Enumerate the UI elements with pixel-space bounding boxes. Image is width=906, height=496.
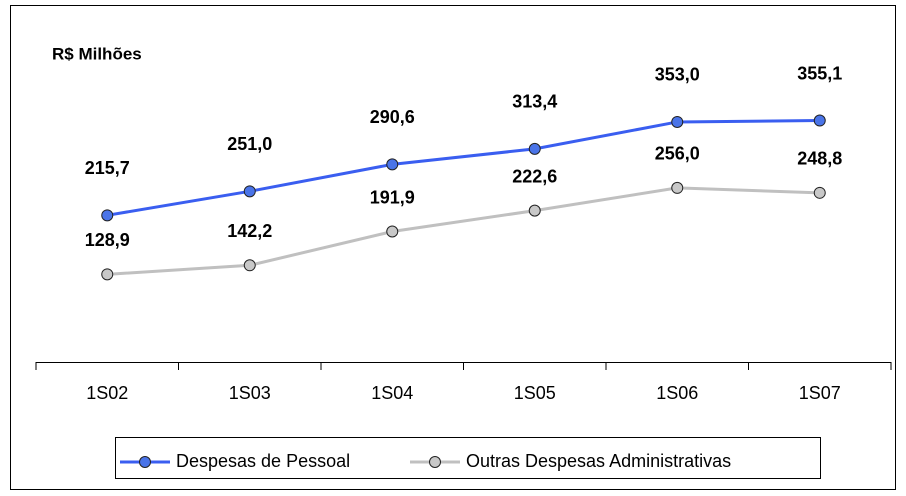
value-label: 222,6 xyxy=(512,166,557,186)
legend-label: Despesas de Pessoal xyxy=(176,451,350,471)
x-tick-label: 1S04 xyxy=(371,383,413,403)
value-label: 290,6 xyxy=(370,107,415,127)
legend-label: Outras Despesas Administrativas xyxy=(466,451,731,471)
value-label: 251,0 xyxy=(227,134,272,154)
value-label: 128,9 xyxy=(85,230,130,250)
x-tick-label: 1S07 xyxy=(799,383,841,403)
point xyxy=(243,185,256,198)
legend-marker xyxy=(429,456,441,468)
point xyxy=(243,259,256,272)
value-label: 142,2 xyxy=(227,221,272,241)
point xyxy=(528,142,541,155)
series-line xyxy=(107,186,820,276)
point xyxy=(813,186,826,199)
point xyxy=(101,209,114,222)
value-label: 248,8 xyxy=(797,149,842,169)
legend-marker xyxy=(139,456,151,468)
point xyxy=(101,268,114,281)
value-label: 353,0 xyxy=(655,65,700,85)
value-label: 355,1 xyxy=(797,63,842,83)
point xyxy=(386,158,399,171)
x-tick-label: 1S06 xyxy=(656,383,698,403)
x-tick-label: 1S03 xyxy=(229,383,271,403)
point xyxy=(386,225,399,238)
value-label: 191,9 xyxy=(370,187,415,207)
point xyxy=(671,181,684,194)
value-label: 256,0 xyxy=(655,144,700,164)
x-tick-label: 1S05 xyxy=(514,383,556,403)
series-line xyxy=(107,119,820,217)
value-label: 313,4 xyxy=(512,92,557,112)
x-tick-label: 1S02 xyxy=(86,383,128,403)
chart-frame xyxy=(10,5,896,490)
legend xyxy=(115,437,821,479)
value-label: 215,7 xyxy=(85,158,130,178)
point xyxy=(813,114,826,127)
chart-title: R$ Milhões xyxy=(52,44,142,63)
point xyxy=(528,204,541,217)
point xyxy=(671,115,684,128)
